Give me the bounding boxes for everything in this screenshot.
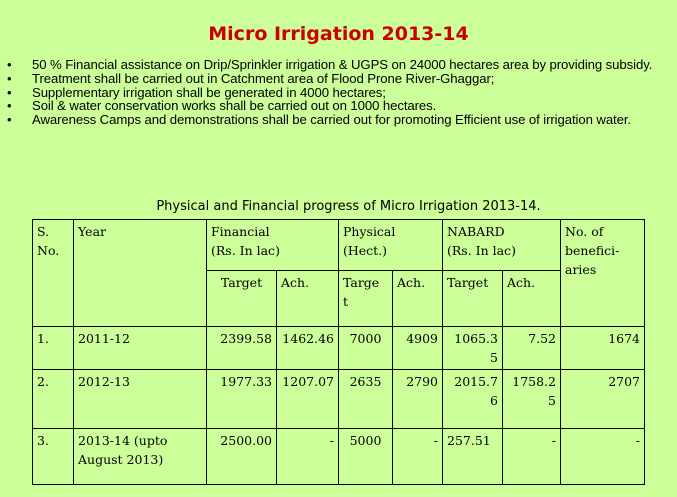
table-row: 3. 2013-14 (upto August 2013) 2500.00 - …: [32, 428, 645, 485]
bullet-icon: •: [7, 70, 12, 86]
cell-fin-ach: -: [276, 428, 339, 485]
bullet-icon: •: [7, 112, 12, 128]
cell-phy-ach: 4909: [392, 326, 443, 370]
cell-beneficiaries: 1674: [560, 326, 645, 370]
cell-year: 2012-13: [73, 369, 207, 429]
cell-phy-target: 5000: [338, 428, 393, 485]
header-physical: Physical (Hect.): [338, 219, 443, 271]
bullet-list: • 50 % Financial assistance on Drip/Sprin…: [0, 58, 660, 127]
subheader-fin-ach: Ach.: [276, 270, 339, 327]
header-financial-unit: (Rs. In lac): [211, 243, 280, 258]
page-title: Micro Irrigation 2013-14: [208, 23, 469, 45]
cell-year: 2013-14 (upto August 2013): [73, 428, 207, 485]
cell-phy-ach: 2790: [392, 369, 443, 429]
bullet-icon: •: [7, 98, 12, 114]
header-financial-label: Financial: [211, 224, 270, 239]
table-row: 2. 2012-13 1977.33 1207.07 2635 2790 201…: [32, 369, 645, 429]
header-nabard: NABARD (Rs. In lac): [442, 219, 561, 271]
list-item-text: Treatment shall be carried out in Catchm…: [32, 70, 495, 86]
subheader-nab-ach: Ach.: [502, 270, 561, 327]
cell-phy-ach: -: [392, 428, 443, 485]
list-item-text: Awareness Camps and demonstrations shall…: [32, 112, 631, 128]
cell-beneficiaries: -: [560, 428, 645, 485]
subheader-phy-ach: Ach.: [392, 270, 443, 327]
cell-fin-ach: 1462.46: [276, 326, 339, 370]
bullet-icon: •: [7, 84, 12, 100]
cell-fin-ach: 1207.07: [276, 369, 339, 429]
header-row: S. No. Year Financial (Rs. In lac) Physi…: [32, 219, 645, 327]
header-financial: Financial (Rs. In lac): [206, 219, 339, 271]
cell-nab-target: 1065.3 5: [442, 326, 503, 370]
cell-fin-target: 1977.33: [206, 369, 277, 429]
list-item: • Soil & water conservation works shall b…: [0, 99, 660, 113]
header-nabard-label: NABARD: [447, 224, 505, 239]
cell-phy-target: 2635: [338, 369, 393, 429]
cell-beneficiaries: 2707: [560, 369, 645, 429]
cell-nab-ach: 7.52: [502, 326, 561, 370]
cell-phy-target: 7000: [338, 326, 393, 370]
subheader-phy-target: Targe t: [338, 270, 393, 327]
cell-fin-target: 2500.00: [206, 428, 277, 485]
cell-sno: 1.: [32, 326, 74, 370]
list-item-text: 50 % Financial assistance on Drip/Sprink…: [32, 57, 653, 72]
table-title: Physical and Financial progress of Micro…: [156, 199, 541, 214]
cell-nab-ach: -: [502, 428, 561, 485]
list-item-text: Supplementary irrigation shall be genera…: [32, 84, 386, 100]
cell-sno: 2.: [32, 369, 74, 429]
cell-year: 2011-12: [73, 326, 207, 370]
subheader-fin-target: Target: [206, 270, 277, 327]
cell-fin-target: 2399.58: [206, 326, 277, 370]
cell-nab-target: 2015.7 6: [442, 369, 503, 429]
header-nabard-unit: (Rs. In lac): [447, 243, 516, 258]
table-row: 1. 2011-12 2399.58 1462.46 7000 4909 106…: [32, 326, 645, 370]
bullet-icon: •: [7, 57, 12, 72]
list-item: • Supplementary irrigation shall be gener…: [0, 84, 660, 100]
header-year: Year: [73, 219, 207, 327]
progress-table: S. No. Year Financial (Rs. In lac) Physi…: [32, 219, 645, 485]
header-sno: S. No.: [32, 219, 74, 327]
cell-nab-target: 257.51: [442, 428, 503, 485]
subheader-row: Target Ach. Targe t Ach. Target Ach.: [33, 270, 645, 327]
cell-nab-ach: 1758.2 5: [502, 369, 561, 429]
list-item: • 50 % Financial assistance on Drip/Sprin…: [0, 58, 660, 72]
list-item: • Awareness Camps and demonstrations shal…: [0, 113, 660, 127]
header-beneficiaries: No. of benefici-aries: [560, 219, 645, 327]
list-item-text: Soil & water conservation works shall be…: [32, 98, 437, 114]
cell-sno: 3.: [32, 428, 74, 485]
subheader-nab-target: Target: [442, 270, 503, 327]
list-item: • Treatment shall be carried out in Catch…: [0, 70, 660, 86]
